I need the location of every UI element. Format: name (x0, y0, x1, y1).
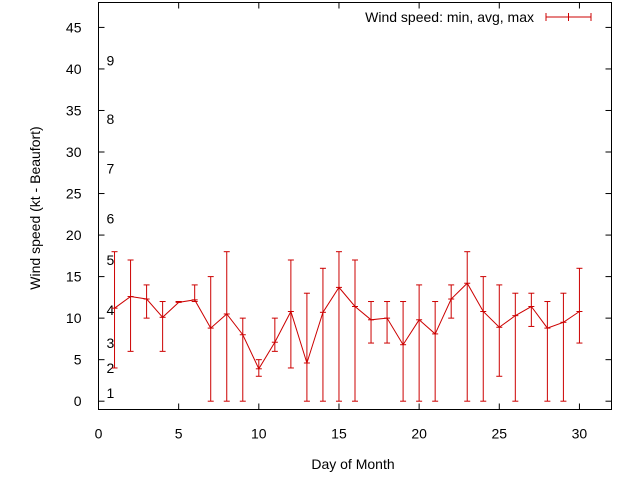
beaufort-label: 7 (107, 161, 115, 177)
errorbars (111, 251, 583, 402)
beaufort-scale: 1 2 3 4 5 6 7 8 9 (107, 53, 115, 401)
y-tick-label: 0 (74, 393, 82, 409)
plot-frame (98, 2, 612, 410)
x-tick-label: 0 (95, 426, 103, 442)
x-tick-label: 25 (491, 426, 507, 442)
y-tick-label: 45 (66, 19, 82, 35)
y-tick-label: 5 (74, 352, 82, 368)
x-tick-label: 20 (411, 426, 427, 442)
beaufort-label: 2 (107, 360, 115, 376)
series-line (114, 282, 580, 370)
y-tick-label: 25 (66, 186, 82, 202)
y-tick-label: 10 (66, 310, 82, 326)
y-tick-label: 30 (66, 144, 82, 160)
x-tick-label: 5 (175, 426, 183, 442)
y-tick-label: 35 (66, 102, 82, 118)
y-tick-label: 15 (66, 269, 82, 285)
beaufort-label: 4 (107, 302, 115, 318)
x-axis-title: Day of Month (311, 456, 394, 472)
x-tick-label: 15 (331, 426, 347, 442)
x-tick-label: 10 (251, 426, 267, 442)
legend-label: Wind speed: min, avg, max (365, 9, 534, 25)
legend: Wind speed: min, avg, max (365, 9, 592, 25)
y-axis-title: Wind speed (kt - Beaufort) (27, 126, 43, 289)
x-tick-label: 30 (572, 426, 588, 442)
beaufort-label: 6 (107, 210, 115, 226)
beaufort-label: 8 (107, 111, 115, 127)
y-tick-label: 40 (66, 61, 82, 77)
beaufort-label: 3 (107, 335, 115, 351)
beaufort-label: 5 (107, 252, 115, 268)
beaufort-label: 1 (107, 385, 115, 401)
series-line-group (111, 282, 583, 370)
y-tick-label: 20 (66, 227, 82, 243)
x-axis: 0 5 10 15 20 25 30 (95, 2, 588, 442)
beaufort-label: 9 (107, 53, 115, 69)
